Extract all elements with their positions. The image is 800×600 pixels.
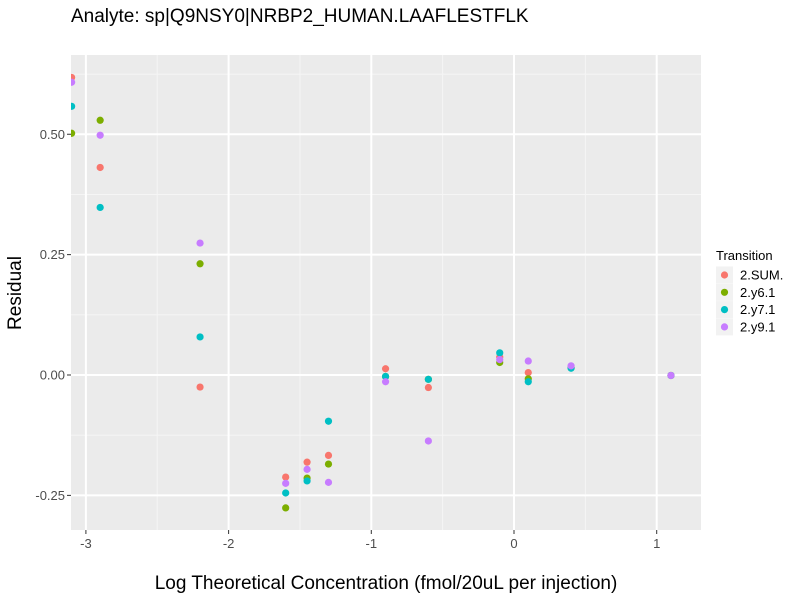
data-point xyxy=(96,131,104,139)
data-point xyxy=(71,78,76,86)
y-axis-title: Residual xyxy=(5,256,26,330)
data-point xyxy=(381,365,390,373)
x-axis-title: Log Theoretical Concentration (fmol/20uL… xyxy=(155,573,618,594)
data-point xyxy=(381,372,390,381)
data-point xyxy=(324,460,333,468)
legend-label: 2.y7.1 xyxy=(740,302,775,317)
legend-title: Transition xyxy=(716,248,773,263)
data-point xyxy=(282,504,290,512)
data-point xyxy=(496,355,504,364)
x-tick-label: -1 xyxy=(366,536,378,551)
data-point xyxy=(324,451,333,460)
data-point xyxy=(282,473,290,481)
series-2-y9-1 xyxy=(71,78,675,487)
data-point xyxy=(71,129,76,137)
y-tick-label: 0.25 xyxy=(40,247,65,262)
plot-panel xyxy=(71,55,701,530)
data-point xyxy=(424,383,432,392)
data-point xyxy=(381,378,390,386)
data-point xyxy=(324,478,333,486)
data-point xyxy=(196,239,204,247)
legend-label: 2.SUM. xyxy=(740,268,783,283)
data-point xyxy=(424,375,432,383)
legend-key-dot xyxy=(720,323,729,331)
data-point xyxy=(282,489,290,497)
data-point xyxy=(524,357,532,365)
data-point xyxy=(424,437,432,445)
data-point xyxy=(196,383,204,391)
data-point xyxy=(524,378,532,386)
legend-key-dot xyxy=(720,306,729,314)
data-point xyxy=(282,479,290,487)
x-tick-label: -3 xyxy=(80,536,92,551)
y-axis: -0.25 0.00 0.25 0.50 xyxy=(35,127,71,503)
x-tick-label: -2 xyxy=(223,536,235,551)
legend: Transition 2.SUM. 2.y6.1 2.y7.1 2.y9.1 xyxy=(716,248,783,336)
x-tick-label: 0 xyxy=(510,536,517,551)
chart-title: Analyte: sp|Q9NSY0|NRBP2_HUMAN.LAAFLESTF… xyxy=(71,6,529,27)
data-point xyxy=(496,349,504,357)
data-point xyxy=(667,371,675,380)
y-tick-label: 0.50 xyxy=(40,127,65,142)
data-point xyxy=(524,368,532,377)
legend-key-dot xyxy=(720,271,729,279)
data-point xyxy=(71,102,76,110)
y-tick-label: -0.25 xyxy=(35,488,65,503)
data-point xyxy=(196,333,204,341)
data-point xyxy=(303,458,311,466)
y-tick-label: 0.00 xyxy=(40,368,65,383)
data-point xyxy=(303,465,311,473)
legend-key-dot xyxy=(720,288,729,296)
data-point xyxy=(303,477,311,485)
legend-label: 2.y6.1 xyxy=(740,285,775,300)
x-tick-label: 1 xyxy=(653,536,660,551)
data-points xyxy=(71,73,675,512)
data-point xyxy=(567,362,575,370)
data-point xyxy=(96,203,104,212)
legend-label: 2.y9.1 xyxy=(740,319,775,334)
data-point xyxy=(196,260,204,268)
data-point xyxy=(96,116,104,124)
data-point xyxy=(324,417,333,425)
major-gridlines xyxy=(71,55,701,530)
x-axis: -3 -2 -1 0 1 xyxy=(80,530,660,551)
data-point xyxy=(96,163,104,172)
